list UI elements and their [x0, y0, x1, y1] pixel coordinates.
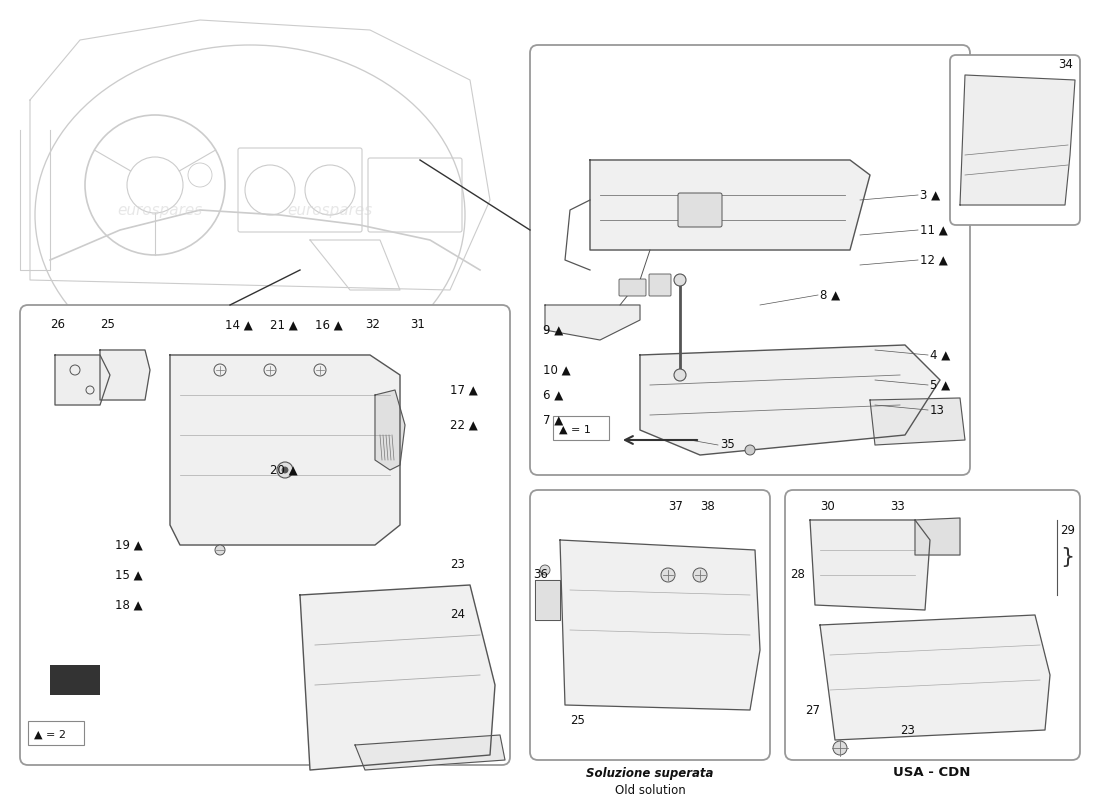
FancyBboxPatch shape	[619, 279, 646, 296]
Polygon shape	[960, 75, 1075, 205]
FancyBboxPatch shape	[649, 274, 671, 296]
Text: 32: 32	[365, 318, 380, 331]
Text: eurospares: eurospares	[118, 202, 202, 218]
FancyBboxPatch shape	[28, 721, 84, 745]
FancyBboxPatch shape	[678, 193, 722, 227]
Text: 28: 28	[790, 569, 805, 582]
Text: 35: 35	[720, 438, 735, 451]
Polygon shape	[915, 518, 960, 555]
Polygon shape	[560, 540, 760, 710]
Circle shape	[214, 545, 225, 555]
Text: Soluzione superata: Soluzione superata	[586, 766, 714, 779]
Text: 23: 23	[900, 723, 915, 737]
Text: 3 ▲: 3 ▲	[920, 189, 940, 202]
Text: 31: 31	[410, 318, 425, 331]
Text: 18 ▲: 18 ▲	[116, 598, 143, 611]
Text: 30: 30	[820, 501, 835, 514]
Polygon shape	[820, 615, 1050, 740]
Text: 25: 25	[100, 318, 114, 331]
Text: eurospares: eurospares	[807, 222, 892, 238]
Text: 33: 33	[890, 501, 904, 514]
FancyBboxPatch shape	[530, 45, 970, 475]
Text: 22 ▲: 22 ▲	[450, 418, 477, 431]
Text: 15 ▲: 15 ▲	[116, 569, 143, 582]
Text: 14 ▲: 14 ▲	[226, 318, 253, 331]
Polygon shape	[870, 398, 965, 445]
Text: 5 ▲: 5 ▲	[930, 378, 950, 391]
Text: 16 ▲: 16 ▲	[315, 318, 343, 331]
FancyBboxPatch shape	[20, 305, 510, 765]
Text: eurospares: eurospares	[287, 202, 373, 218]
Text: 26: 26	[50, 318, 65, 331]
Text: 27: 27	[805, 703, 820, 717]
Polygon shape	[590, 160, 870, 250]
Text: 38: 38	[700, 501, 715, 514]
Circle shape	[282, 467, 288, 473]
Polygon shape	[170, 355, 400, 545]
Circle shape	[661, 568, 675, 582]
Text: 13: 13	[930, 403, 945, 417]
Text: 21 ▲: 21 ▲	[270, 318, 298, 331]
Text: ▲ = 1: ▲ = 1	[559, 425, 591, 435]
Circle shape	[693, 568, 707, 582]
Text: Old solution: Old solution	[615, 783, 685, 797]
Text: 12 ▲: 12 ▲	[920, 254, 948, 266]
Polygon shape	[640, 345, 940, 455]
Text: ▲ = 2: ▲ = 2	[34, 730, 66, 740]
Text: eurospares: eurospares	[658, 222, 742, 238]
Text: 37: 37	[668, 501, 683, 514]
FancyBboxPatch shape	[553, 416, 609, 440]
Polygon shape	[375, 390, 405, 470]
Text: 24: 24	[450, 609, 465, 622]
Text: 20 ▲: 20 ▲	[270, 463, 298, 477]
Text: USA - CDN: USA - CDN	[893, 766, 970, 779]
Text: 17 ▲: 17 ▲	[450, 383, 477, 397]
Text: 29: 29	[1060, 523, 1075, 537]
Text: 34: 34	[1058, 58, 1072, 71]
FancyBboxPatch shape	[530, 490, 770, 760]
Text: 10 ▲: 10 ▲	[543, 363, 571, 377]
Circle shape	[745, 445, 755, 455]
Polygon shape	[300, 585, 495, 770]
Text: 4 ▲: 4 ▲	[930, 349, 950, 362]
Circle shape	[833, 741, 847, 755]
Text: 23: 23	[450, 558, 465, 571]
FancyBboxPatch shape	[950, 55, 1080, 225]
Text: 36: 36	[534, 569, 548, 582]
Circle shape	[277, 462, 293, 478]
Text: 6 ▲: 6 ▲	[543, 389, 563, 402]
Circle shape	[674, 274, 686, 286]
Polygon shape	[544, 305, 640, 340]
Polygon shape	[100, 350, 150, 400]
Text: 25: 25	[570, 714, 585, 726]
Polygon shape	[55, 355, 110, 405]
Polygon shape	[535, 580, 560, 620]
Text: 7 ▲: 7 ▲	[543, 414, 563, 426]
Text: 9 ▲: 9 ▲	[543, 323, 563, 337]
Text: 19 ▲: 19 ▲	[116, 538, 143, 551]
FancyBboxPatch shape	[785, 490, 1080, 760]
Circle shape	[540, 565, 550, 575]
Text: 8 ▲: 8 ▲	[820, 289, 840, 302]
Polygon shape	[355, 735, 505, 770]
Polygon shape	[50, 665, 175, 695]
Text: }: }	[1060, 547, 1074, 567]
Polygon shape	[810, 520, 930, 610]
Text: 11 ▲: 11 ▲	[920, 223, 948, 237]
Circle shape	[674, 369, 686, 381]
